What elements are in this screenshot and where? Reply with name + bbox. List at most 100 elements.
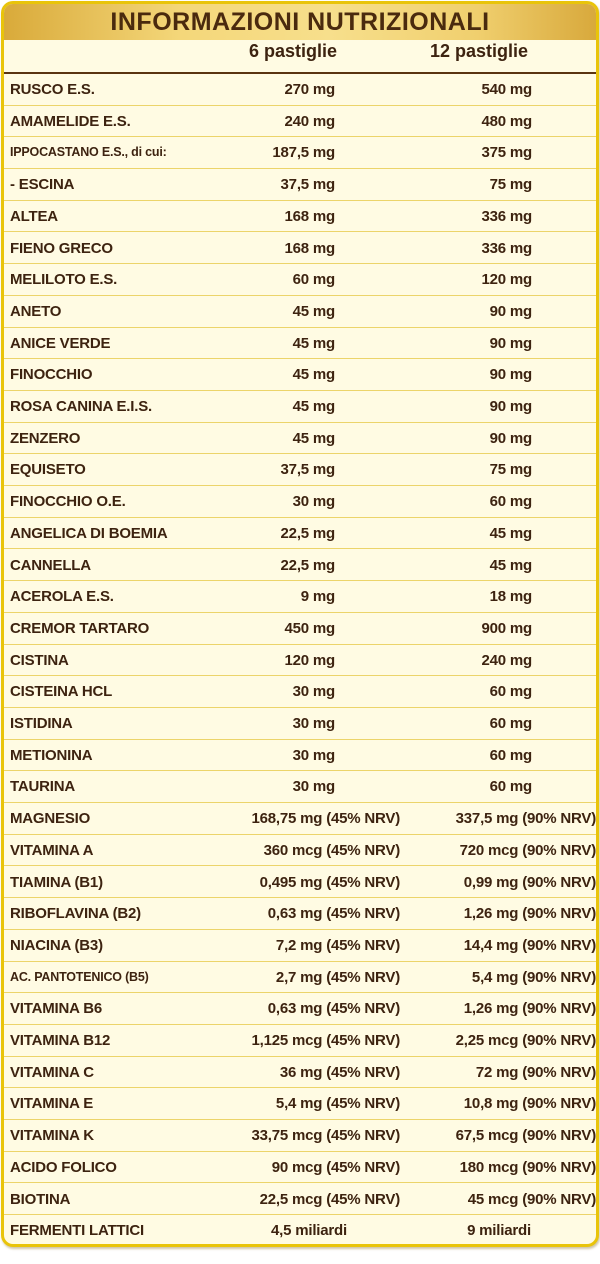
table-row: ISTIDINA 30 mg 60 mg [4,708,596,740]
table-row: ANETO 45 mg 90 mg [4,296,596,328]
row-label: ACEROLA E.S. [10,588,114,606]
table-row: FIENO GRECO 168 mg 336 mg [4,233,596,265]
table-row: ALTEA 168 mg 336 mg [4,201,596,233]
row-label: RUSCO E.S. [10,81,95,98]
value-12-pastiglie: 0,99 mg (90% NRV) [463,873,596,891]
row-label: MELILOTO E.S. [10,271,118,289]
value-12-pastiglie: 60 mg [489,746,533,764]
row-label: RIBOFLAVINA (B2) [10,905,141,923]
row-label: METIONINA [10,746,93,764]
row-label: ANICE VERDE [10,334,111,352]
value-12-pastiglie: 60 mg [489,778,533,796]
value-12-pastiglie: 60 mg [489,683,533,701]
table-row: TIAMINA (B1) 0,495 mg (45% NRV) 0,99 mg (9… [4,867,596,899]
value-6-pastiglie: 0,63 mg (45% NRV) [267,905,400,923]
value-12-pastiglie: 337,5 mg (90% NRV) [455,810,596,828]
value-12-pastiglie: 240 mg [481,651,533,669]
row-label: ISTIDINA [10,715,73,732]
table-row: VITAMINA B6 0,63 mg (45% NRV) 1,26 mg (90%… [4,993,596,1025]
value-6-pastiglie: 120 mg [284,651,336,669]
row-label: VITAMINA B6 [10,1000,102,1018]
table-row: - ESCINA 37,5 mg 75 mg [4,169,596,201]
column-header-6: 6 pastiglie [249,41,338,61]
value-12-pastiglie: 10,8 mg (90% NRV) [463,1095,596,1113]
table-row: RUSCO E.S. 270 mg 540 mg [4,74,596,106]
row-label: FERMENTI LATTICI [10,1222,145,1240]
row-label: FINOCCHIO O.E. [10,493,126,511]
table-row: BIOTINA 22,5 mcg (45% NRV) 45 mcg (90% NRV… [4,1184,596,1216]
value-6-pastiglie: 22,5 mcg (45% NRV) [259,1190,401,1208]
value-6-pastiglie: 60 mg [292,271,336,289]
value-6-pastiglie: 90 mcg (45% NRV) [271,1158,400,1176]
value-6-pastiglie: 360 mcg (45% NRV) [263,841,401,859]
value-12-pastiglie: 480 mg [481,112,533,130]
value-6-pastiglie: 45 mg [292,302,336,320]
table-row: VITAMINA A 360 mcg (45% NRV) 720 mcg (90% … [4,835,596,867]
value-12-pastiglie: 75 mg [489,461,533,479]
table-row: FINOCCHIO O.E. 30 mg 60 mg [4,486,596,518]
value-6-pastiglie: 45 mg [292,429,336,447]
table-row: ZENZERO 45 mg 90 mg [4,423,596,455]
table-row: ANICE VERDE 45 mg 90 mg [4,328,596,360]
value-12-pastiglie: 120 mg [481,271,533,289]
table-row: FERMENTI LATTICI 4,5 miliardi 9 miliardi [4,1215,596,1244]
value-6-pastiglie: 37,5 mg [280,461,336,479]
row-label: ANETO [10,302,62,320]
value-12-pastiglie: 45 mg [489,524,533,542]
value-12-pastiglie: 336 mg [481,239,533,257]
title-band: INFORMAZIONI NUTRIZIONALI [4,4,596,40]
table-row: CISTEINA HCL 30 mg 60 mg [4,676,596,708]
table-row: MAGNESIO 168,75 mg (45% NRV) 337,5 mg (90%… [4,803,596,835]
value-12-pastiglie: 180 mcg (90% NRV) [459,1158,596,1176]
table-row: ACIDO FOLICO 90 mcg (45% NRV) 180 mcg (90%… [4,1152,596,1184]
row-label: VITAMINA C [10,1063,94,1081]
value-6-pastiglie: 7,2 mg (45% NRV) [275,936,400,954]
row-label: VITAMINA A [10,841,94,859]
table-row: VITAMINA E 5,4 mg (45% NRV) 10,8 mg (90% N… [4,1088,596,1121]
value-6-pastiglie: 30 mg [292,493,336,511]
value-12-pastiglie: 90 mg [489,366,533,384]
row-label: ZENZERO [10,429,81,447]
table-row: METIONINA 30 mg 60 mg [4,740,596,772]
table-row: ANGELICA DI BOEMIA 22,5 mg 45 mg [4,518,596,550]
row-label: CISTEINA HCL [10,683,113,701]
row-label: FIENO GRECO [10,239,113,257]
value-12-pastiglie: 45 mg [489,556,533,574]
value-6-pastiglie: 2,7 mg (45% NRV) [275,968,400,986]
value-6-pastiglie: 9 mg [300,588,335,606]
value-6-pastiglie: 37,5 mg [280,176,336,194]
row-label: ALTEA [10,207,58,225]
value-12-pastiglie: 18 mg [489,588,533,606]
value-12-pastiglie: 90 mg [489,398,533,415]
value-12-pastiglie: 67,5 mcg (90% NRV) [455,1127,596,1145]
value-6-pastiglie: 45 mg [292,398,336,415]
row-label: ANGELICA DI BOEMIA [10,524,168,542]
value-6-pastiglie: 450 mg [284,619,336,637]
value-6-pastiglie: 168 mg [284,239,336,257]
value-12-pastiglie: 1,26 mg (90% NRV) [463,1000,596,1018]
column-header-12: 12 pastiglie [430,41,529,61]
table-row: AC. PANTOTENICO (B5) 2,7 mg (45% NRV) 5,4 … [4,962,596,994]
row-label: BIOTINA [10,1190,71,1208]
value-12-pastiglie: 9 miliardi [467,1222,531,1240]
table-row: CISTINA 120 mg 240 mg [4,645,596,677]
value-6-pastiglie: 270 mg [284,81,336,98]
table-row: EQUISETO 37,5 mg 75 mg [4,454,596,487]
value-12-pastiglie: 90 mg [489,429,533,447]
value-12-pastiglie: 720 mcg (90% NRV) [459,841,596,859]
value-6-pastiglie: 1,125 mcg (45% NRV) [251,1032,401,1049]
row-label: VITAMINA E [10,1095,93,1113]
value-12-pastiglie: 14,4 mg (90% NRV) [463,936,596,954]
value-6-pastiglie: 5,4 mg (45% NRV) [275,1095,400,1113]
value-12-pastiglie: 336 mg [481,207,533,225]
value-6-pastiglie: 0,63 mg (45% NRV) [267,1000,400,1018]
table-row: CANNELLA 22,5 mg 45 mg [4,550,596,582]
value-6-pastiglie: 22,5 mg [280,524,336,542]
value-6-pastiglie: 240 mg [284,112,336,130]
table-row: ROSA CANINA E.I.S. 45 mg 90 mg [4,391,596,423]
value-6-pastiglie: 4,5 miliardi [271,1222,347,1240]
value-6-pastiglie: 168 mg [284,207,336,225]
table-row: VITAMINA B12 1,125 mcg (45% NRV) 2,25 mcg … [4,1025,596,1057]
row-label: CANNELLA [10,556,91,574]
value-6-pastiglie: 30 mg [292,715,336,732]
